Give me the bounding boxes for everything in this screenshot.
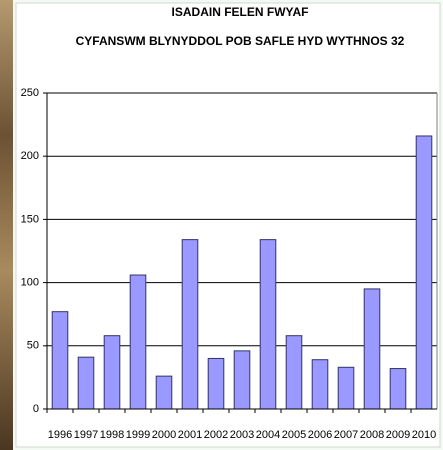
x-tick-label: 2000	[152, 429, 176, 441]
x-tick-label: 2007	[334, 429, 358, 441]
y-tick-label: 150	[21, 213, 39, 225]
bar	[338, 367, 354, 409]
bar	[208, 358, 224, 409]
y-tick-label: 200	[21, 150, 39, 162]
bar	[52, 312, 68, 409]
y-tick-label: 100	[21, 277, 39, 289]
bar	[312, 360, 328, 409]
bar	[104, 336, 120, 409]
bar	[130, 275, 146, 409]
x-tick-label: 1996	[48, 429, 72, 441]
x-tick-label: 1997	[74, 429, 98, 441]
bar	[260, 240, 276, 409]
bar	[286, 336, 302, 409]
x-tick-label: 1998	[100, 429, 124, 441]
x-tick-label: 2004	[256, 429, 280, 441]
x-tick-label: 2003	[230, 429, 254, 441]
x-tick-label: 2009	[386, 429, 410, 441]
chart: ISADAIN FELEN FWYAF CYFANSWM BLYNYDDOL P…	[0, 0, 443, 450]
photo-strip	[0, 0, 13, 450]
y-tick-label: 0	[33, 403, 39, 415]
x-tick-label: 2002	[204, 429, 228, 441]
bar	[78, 357, 94, 409]
bar	[390, 369, 406, 409]
bar	[234, 351, 250, 409]
y-tick-label: 50	[27, 340, 39, 352]
x-tick-label: 2001	[178, 429, 202, 441]
bar	[416, 136, 432, 409]
y-tick-label: 250	[21, 87, 39, 99]
bar	[156, 376, 172, 409]
x-tick-label: 1999	[126, 429, 150, 441]
bar	[182, 240, 198, 409]
x-tick-label: 2005	[282, 429, 306, 441]
x-tick-label: 2008	[360, 429, 384, 441]
x-tick-label: 2006	[308, 429, 332, 441]
chart-title: ISADAIN FELEN FWYAF	[172, 5, 309, 19]
bar	[364, 289, 380, 409]
chart-subtitle: CYFANSWM BLYNYDDOL POB SAFLE HYD WYTHNOS…	[76, 34, 405, 48]
x-tick-label: 2010	[412, 429, 436, 441]
